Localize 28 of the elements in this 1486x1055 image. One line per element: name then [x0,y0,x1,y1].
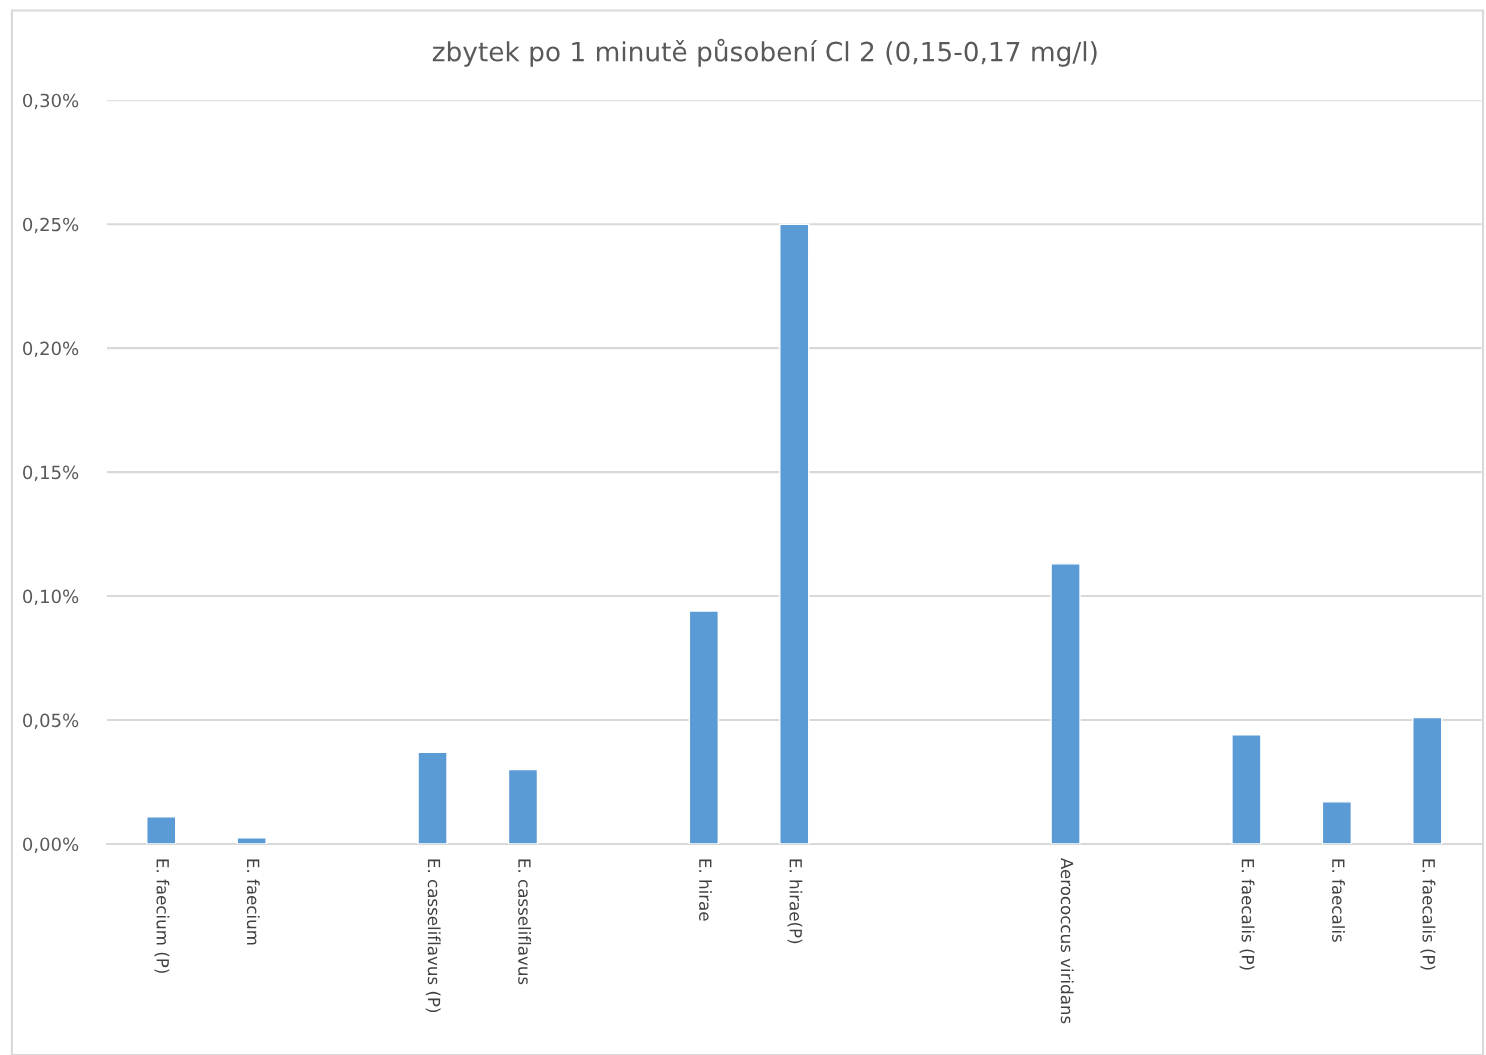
y-tick-label: 0,15% [23,465,79,482]
bar [779,223,810,844]
y-tick-label: 0,20% [23,341,79,358]
x-tick-label: E. casseliflavus [518,859,532,985]
bar [417,751,448,844]
bar [1412,716,1443,844]
bar [1231,734,1262,844]
bar [1321,801,1353,844]
y-tick-label: 0,25% [23,217,79,234]
x-tick-label: E. hirae(P) [787,859,803,944]
bar [688,610,719,844]
x-tick-label: E. faecalis [1332,859,1345,942]
x-tick-label: E. faecium [246,859,260,945]
y-tick-label: 0,05% [23,713,79,729]
bar [236,837,267,844]
x-tick-label: E. faecalis (P) [1239,859,1255,970]
x-tick-label: Aerococcus viridans [1060,858,1074,1024]
x-tick-label: E. faecium (P) [154,859,170,973]
bar [1050,563,1081,844]
x-tick-label: E. hirae [699,859,712,921]
bar [146,816,177,844]
x-tick-label: E. casseliflavus (P) [425,859,441,1013]
chart-title: zbytek po 1 minutě působení Cl 2 (0,15-0,17 mg/l) [432,38,1097,67]
bar [507,768,539,844]
x-tick-label: E. faecalis (P) [1420,859,1436,970]
y-tick-label: 0,10% [23,589,79,606]
y-tick-label: 0,30% [23,93,79,110]
y-tick-label: 0,00% [23,837,79,853]
